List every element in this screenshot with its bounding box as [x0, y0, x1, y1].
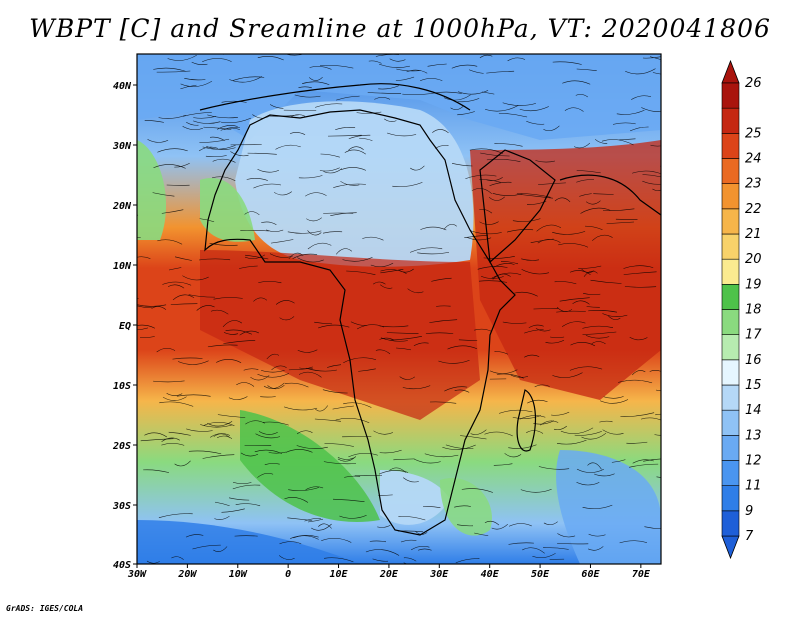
- lat-tick-label: 30S: [112, 501, 131, 512]
- colorbar-label: 26: [745, 76, 762, 91]
- colorbar-segment: [721, 384, 740, 411]
- colorbar-label: 14: [745, 403, 762, 418]
- lat-tick-label: 10S: [113, 381, 131, 392]
- colorbar-segment: [721, 510, 740, 537]
- colorbar-label: 19: [745, 277, 762, 292]
- lat-tick-label: 30N: [112, 141, 132, 152]
- colorbar-label: 17: [745, 328, 762, 343]
- colorbar-segment: [721, 409, 740, 436]
- colorbar: 7 9 11 12 13 14 15 16 17 18 19 20 21 22 23 24 25 26: [721, 59, 762, 560]
- colorbar-label: 11: [745, 479, 762, 494]
- lat-tick-label: 40S: [113, 560, 131, 571]
- lat-axis: 40N 30N 20N 10N EQ 10S 20S 30S 40S: [112, 81, 137, 571]
- lon-tick-label: 20W: [177, 569, 197, 580]
- lon-tick-label: 70E: [632, 569, 651, 580]
- map-frame: [136, 53, 662, 565]
- lat-tick-label: EQ: [119, 321, 131, 332]
- colorbar-label: 23: [745, 177, 762, 192]
- colorbar-segment: [721, 133, 740, 159]
- colorbar-label: 7: [745, 529, 754, 544]
- lat-tick-label: 40N: [113, 81, 132, 92]
- lon-tick-label: 20E: [379, 569, 399, 580]
- lon-tick-label: 10E: [330, 569, 349, 580]
- chart-title: WBPT [C] and Sreamline at 1000hPa, VT: 2…: [29, 14, 771, 43]
- lon-tick-label: 60E: [581, 569, 600, 580]
- colorbar-segment: [721, 107, 740, 134]
- colorbar-segment: [721, 233, 740, 260]
- lon-tick-label: 50E: [531, 569, 550, 580]
- colorbar-label: 20: [745, 252, 762, 267]
- colorbar-label: 22: [745, 202, 762, 217]
- colorbar-segment: [721, 435, 740, 461]
- colorbar-segment: [721, 334, 740, 361]
- colorbar-segment: [721, 183, 740, 210]
- colorbar-segment: [721, 284, 740, 310]
- colorbar-label: 21: [745, 227, 762, 242]
- colorbar-label: 9: [745, 504, 753, 519]
- lon-tick-label: 30E: [429, 569, 449, 580]
- grads-credit: GrADS: IGES/COLA: [6, 604, 84, 613]
- colorbar-label: 24: [745, 152, 762, 167]
- lon-tick-label: 40E: [481, 569, 500, 580]
- lon-axis: 30W 20W 10W 0 10E 20E 30E 40E 50E 60E 70E: [127, 564, 651, 580]
- colorbar-segment: [721, 158, 740, 184]
- lon-tick-label: 30W: [127, 569, 147, 580]
- colorbar-label: 13: [745, 428, 762, 443]
- colorbar-label: 25: [745, 126, 762, 141]
- streamlines: [137, 54, 661, 564]
- coastlines: [199, 83, 661, 536]
- colorbar-segment: [721, 82, 740, 109]
- colorbar-top-arrow: [721, 59, 740, 84]
- lon-tick-label: 0: [285, 569, 291, 580]
- lon-tick-label: 10W: [229, 569, 248, 580]
- colorbar-segment: [721, 460, 740, 486]
- colorbar-label: 16: [745, 353, 762, 368]
- wbpt-field: [137, 54, 661, 564]
- colorbar-label: 18: [745, 303, 762, 318]
- colorbar-segment: [721, 359, 740, 386]
- colorbar-label: 15: [745, 378, 762, 393]
- lat-tick-label: 20S: [112, 441, 131, 452]
- colorbar-segment: [721, 258, 740, 285]
- colorbar-bottom-arrow: [721, 535, 740, 560]
- colorbar-segment: [721, 208, 740, 235]
- lat-tick-label: 20N: [112, 201, 132, 212]
- lat-tick-label: 10N: [113, 261, 132, 272]
- colorbar-label: 12: [745, 454, 762, 469]
- colorbar-segment: [721, 309, 740, 335]
- colorbar-segment: [721, 485, 740, 512]
